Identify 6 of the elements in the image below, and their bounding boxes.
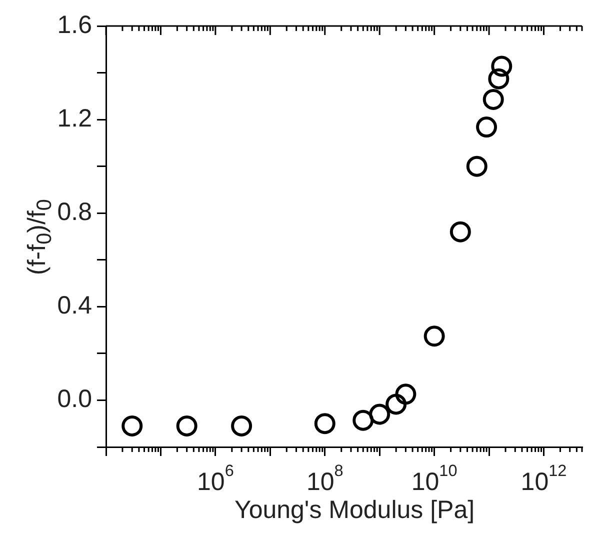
y-tick-label: 0.4 bbox=[57, 292, 92, 320]
y-tick-label: 1.2 bbox=[57, 104, 92, 132]
y-tick-label: 0.8 bbox=[57, 198, 92, 226]
y-tick-label: 1.6 bbox=[57, 10, 92, 39]
y-tick-label: 0.0 bbox=[57, 385, 92, 414]
x-axis-title: Young's Modulus [Pa] bbox=[233, 496, 476, 525]
